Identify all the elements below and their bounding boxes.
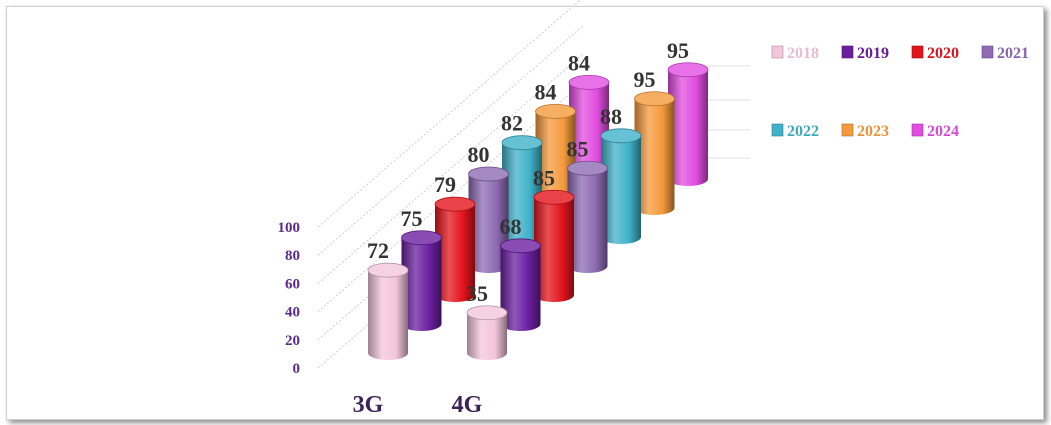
bar-3G-2020 — [434, 196, 476, 302]
legend-label: 2020 — [927, 45, 959, 62]
value-label: 82 — [501, 111, 523, 136]
bar-4G-2024 — [667, 62, 709, 186]
bar-3G-2021 — [468, 166, 509, 273]
legend-item-2023: 2023 — [841, 123, 889, 140]
legend-item-2020: 2020 — [911, 45, 959, 62]
value-label: 95 — [667, 38, 689, 63]
value-label: 84 — [568, 50, 590, 75]
legend-item-2024: 2024 — [911, 123, 959, 140]
bar-4G-2023 — [634, 91, 675, 215]
value-label: 95 — [634, 67, 656, 92]
legend-label: 2024 — [927, 123, 959, 140]
legend-swatch — [771, 45, 784, 59]
legend-item-2022: 2022 — [771, 123, 819, 140]
value-label: 88 — [600, 104, 622, 129]
y-tick-label: 0 — [293, 361, 301, 377]
legend-swatch — [841, 45, 854, 59]
legend-item-2021: 2021 — [981, 45, 1029, 62]
bar-4G-2019 — [500, 238, 541, 332]
value-label: 72 — [367, 238, 389, 263]
legend-item-2018: 2018 — [771, 45, 819, 62]
value-label: 85 — [533, 165, 555, 190]
bar-4G-2021 — [567, 160, 608, 273]
value-labels: 84 95 84 95 82 88 80 85 79 85 75 68 72 35 — [367, 38, 689, 306]
y-axis: 0 20 40 60 80 100 — [278, 220, 301, 377]
depth-gridline — [317, 53, 584, 284]
bar-3G-2018 — [367, 262, 409, 360]
legend-label: 2018 — [787, 45, 819, 62]
legend-label: 2021 — [997, 45, 1029, 62]
depth-gridline — [317, 0, 581, 228]
value-label: 84 — [535, 79, 557, 104]
legend-item-2019: 2019 — [841, 45, 889, 62]
y-tick-label: 60 — [285, 276, 300, 292]
category-label: 3G — [353, 392, 384, 418]
category-label: 4G — [452, 392, 483, 418]
bar-3G-2019 — [401, 230, 442, 332]
value-label: 80 — [468, 142, 490, 167]
bar-4G-2020 — [533, 189, 575, 302]
value-label: 68 — [500, 214, 522, 239]
value-label: 85 — [567, 136, 589, 161]
category-labels: 3G 4G — [353, 392, 483, 418]
legend-swatch — [841, 123, 854, 137]
legend-swatch — [911, 45, 924, 59]
legend-swatch — [771, 123, 784, 137]
y-tick-label: 80 — [285, 248, 300, 264]
legend-swatch — [911, 123, 924, 137]
bar-4G-2022 — [600, 128, 642, 244]
y-tick-label: 20 — [285, 333, 300, 349]
depth-gridline — [317, 24, 584, 256]
bar-cylinders — [367, 62, 709, 360]
legend-label: 2023 — [857, 123, 889, 140]
y-tick-label: 100 — [278, 220, 301, 236]
legend-swatch — [981, 45, 994, 59]
bar-3G-2023 — [535, 104, 576, 215]
legend-label: 2019 — [857, 45, 889, 62]
value-label: 79 — [434, 172, 456, 197]
legend-label: 2022 — [787, 123, 819, 140]
y-tick-label: 40 — [285, 305, 300, 321]
value-label: 35 — [466, 281, 488, 306]
value-label: 75 — [401, 206, 423, 231]
bar-4G-2018 — [466, 305, 508, 360]
bar-3G-2022 — [501, 135, 543, 244]
legend: 2018 2019 2020 2021 2022 2023 2024 — [771, 45, 1029, 140]
bar-3G-2024 — [568, 75, 610, 186]
